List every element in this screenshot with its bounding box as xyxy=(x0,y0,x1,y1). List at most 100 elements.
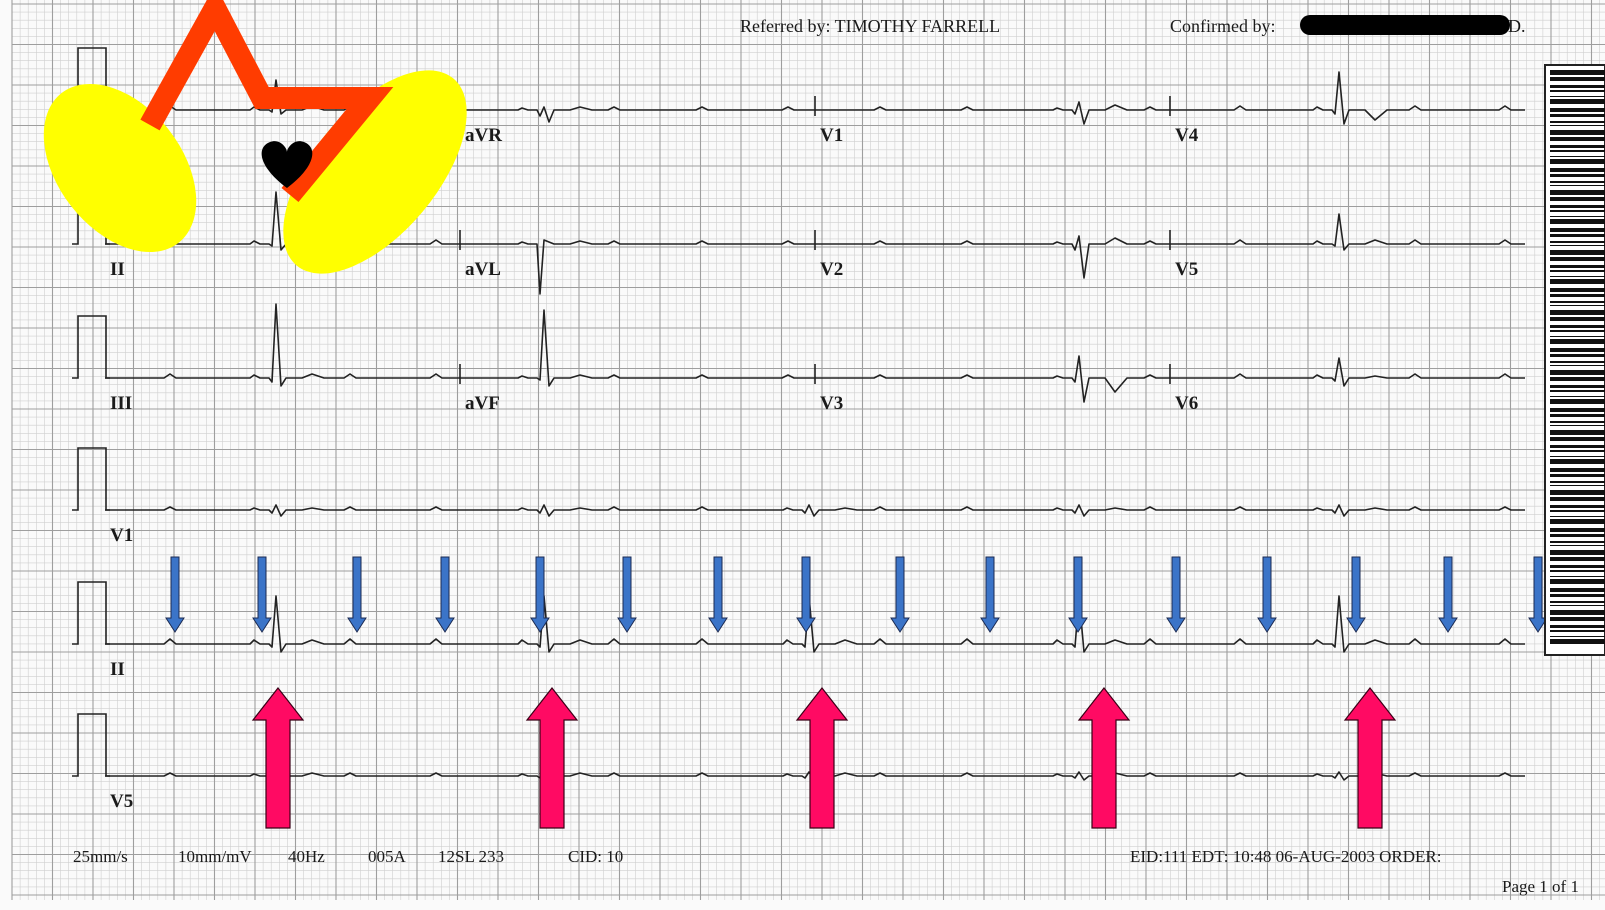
ecg-trace xyxy=(460,106,815,123)
lead-label: V4 xyxy=(1175,125,1199,146)
barcode-bar xyxy=(1550,108,1605,112)
barcode-bar xyxy=(1550,190,1605,195)
p-wave-arrow xyxy=(165,556,185,633)
calibration-pulse xyxy=(72,713,110,777)
lead-label: V3 xyxy=(820,393,843,414)
barcode-bar xyxy=(1550,250,1605,255)
annotation-arrows xyxy=(165,556,1548,829)
qrs-arrow xyxy=(795,687,849,829)
p-wave-arrow xyxy=(1068,556,1088,633)
barcode-bar xyxy=(1550,625,1605,628)
confirmed-by-label: Confirmed by: xyxy=(1170,16,1276,36)
barcode-bar xyxy=(1550,325,1605,328)
barcode-bar xyxy=(1550,630,1605,632)
p-wave-arrow xyxy=(435,556,455,633)
ecg-trace xyxy=(460,239,815,295)
barcode-bar xyxy=(1550,330,1605,332)
lead-label: aVL xyxy=(465,259,501,280)
barcode-bar xyxy=(1550,390,1605,392)
footer-code2: 12SL 233 xyxy=(438,847,504,866)
qrs-arrow xyxy=(1343,687,1397,829)
lead-label: V2 xyxy=(820,259,843,280)
p-wave-arrow xyxy=(708,556,728,633)
barcode-bar xyxy=(1550,485,1605,486)
p-wave-arrow xyxy=(796,556,816,633)
barcode-bar xyxy=(1550,570,1605,572)
barcode-bar xyxy=(1550,456,1605,457)
barcode-bar xyxy=(1550,245,1605,246)
barcode-bar xyxy=(1550,301,1605,303)
p-wave-arrow xyxy=(252,556,272,633)
barcode-bar xyxy=(1550,408,1605,412)
ecg-trace xyxy=(105,303,460,387)
barcode-bar xyxy=(1550,219,1605,224)
barcode-bar xyxy=(1550,294,1605,297)
barcode-bar xyxy=(1550,450,1605,452)
footer-gain: 10mm/mV xyxy=(178,847,252,866)
redacted-name-bar xyxy=(1300,15,1510,35)
barcode-bar xyxy=(1550,528,1605,532)
barcode-bar xyxy=(1550,145,1605,148)
barcode-bar xyxy=(1550,310,1605,315)
barcode-bar xyxy=(1550,474,1605,477)
qrs-arrow xyxy=(1077,687,1131,829)
barcode-bar xyxy=(1550,430,1605,435)
barcode-bar xyxy=(1550,257,1605,261)
barcode-bar xyxy=(1550,421,1605,423)
p-wave-arrow xyxy=(617,556,637,633)
p-wave-arrow xyxy=(1346,556,1366,633)
barcode-bar xyxy=(1550,228,1605,232)
ecg-trace xyxy=(105,504,1525,517)
ecg-trace xyxy=(1170,71,1525,125)
lead-label: V5 xyxy=(1175,259,1198,280)
orange-zigzag-shape xyxy=(140,0,394,202)
barcode-bar xyxy=(1550,459,1605,464)
barcode-bar xyxy=(1550,519,1605,524)
ecg-trace xyxy=(815,235,1170,279)
barcode-bar xyxy=(1550,276,1605,277)
barcode-bar xyxy=(1550,70,1605,75)
barcode-bar xyxy=(1550,545,1605,546)
ecg-trace xyxy=(460,309,815,387)
barcode-bar xyxy=(1550,541,1605,543)
footer-page: Page 1 of 1 xyxy=(1502,877,1579,896)
barcode-bar xyxy=(1550,425,1605,426)
barcode-bar xyxy=(1550,636,1605,637)
barcode-bar xyxy=(1550,317,1605,321)
lead-label: V1 xyxy=(820,125,843,146)
qrs-arrow xyxy=(251,687,305,829)
barcode-bar xyxy=(1550,365,1605,366)
barcode-bar xyxy=(1550,370,1605,375)
barcode-bar xyxy=(1550,361,1605,363)
barcode-bar xyxy=(1550,205,1605,208)
barcode-bar xyxy=(1550,588,1605,592)
barcode-bar xyxy=(1550,96,1605,97)
barcode-bar xyxy=(1550,399,1605,404)
p-wave-arrow xyxy=(980,556,1000,633)
barcode-bar xyxy=(1550,181,1605,183)
barcode-bar xyxy=(1550,288,1605,292)
barcode-bar xyxy=(1550,576,1605,577)
lead-label: V6 xyxy=(1175,393,1198,414)
barcode-bar xyxy=(1550,414,1605,417)
barcode-bar xyxy=(1550,130,1605,135)
p-wave-arrow xyxy=(530,556,550,633)
right-lung-shape xyxy=(283,70,467,274)
barcode-bar xyxy=(1550,497,1605,501)
lead-label: V5 xyxy=(110,791,133,812)
ecg-trace xyxy=(105,595,1525,653)
calibration-pulse xyxy=(72,581,110,645)
barcode-bar xyxy=(1550,241,1605,243)
barcode-bar xyxy=(1550,90,1605,92)
barcode-bar xyxy=(1550,579,1605,584)
anatomy-overlay xyxy=(43,0,467,274)
lead-label: V1 xyxy=(110,525,133,546)
confirmed-suffix: D. xyxy=(1508,16,1526,36)
barcode-bar xyxy=(1550,270,1605,272)
barcode-bar xyxy=(1550,437,1605,441)
barcode-icon xyxy=(1544,64,1605,656)
footer-eid: EID:111 EDT: 10:48 06-AUG-2003 ORDER: xyxy=(1130,847,1441,866)
lead-labels: IaVRV1V4IIaVLV2V5IIIaVFV3V6V1IIV5 xyxy=(110,125,1199,812)
barcode-bar xyxy=(1550,185,1605,186)
barcode-bar xyxy=(1550,159,1605,164)
